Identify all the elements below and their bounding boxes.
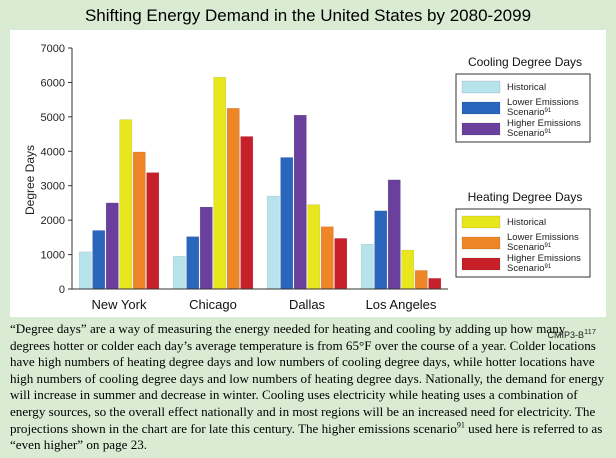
y-tick-label: 5000 xyxy=(41,112,65,124)
y-tick-label: 2000 xyxy=(41,215,65,227)
bar xyxy=(307,204,321,290)
y-axis-label: Degree Days xyxy=(23,145,37,215)
credit-text: CMIP3-B xyxy=(547,330,585,340)
y-axis: 0 1000 2000 3000 4000 5000 6000 7000 xyxy=(41,43,73,296)
legend-title: Cooling Degree Days xyxy=(468,55,582,69)
bar xyxy=(240,136,254,290)
bar xyxy=(226,108,240,290)
x-axis: New York Chicago Dallas Los Angeles xyxy=(72,288,448,312)
bar-chart: 0 1000 2000 3000 4000 5000 6000 7000 New York Ch… xyxy=(23,43,591,312)
legend-label: Higher Emissions Scenario91 xyxy=(507,253,581,274)
bar xyxy=(280,157,294,290)
legend-swatch xyxy=(461,101,501,115)
bar xyxy=(132,151,146,290)
bar xyxy=(320,226,334,290)
legends: Cooling Degree Days Historical Lower Emiss… xyxy=(455,55,591,278)
caption-text: “Degree days” are a way of measuring the… xyxy=(10,321,605,436)
bar xyxy=(92,230,106,290)
legend-swatch xyxy=(461,80,501,94)
y-tick-label: 7000 xyxy=(41,43,65,55)
y-tick-label: 1000 xyxy=(41,250,65,262)
bar xyxy=(199,206,213,290)
bar xyxy=(360,243,374,290)
bar xyxy=(428,278,442,290)
bar xyxy=(78,251,92,290)
chart-title: Shifting Energy Demand in the United Sta… xyxy=(84,6,532,25)
legend-swatch xyxy=(461,236,501,250)
y-tick-label: 4000 xyxy=(41,146,65,158)
source-credit: CMIP3-B117 xyxy=(548,327,596,340)
bar xyxy=(266,195,280,290)
y-tick-label: 3000 xyxy=(41,181,65,193)
x-tick-label: Chicago xyxy=(189,297,237,312)
legend-swatch xyxy=(461,215,501,229)
legend-swatch xyxy=(461,257,501,271)
x-tick-label: New York xyxy=(92,297,147,312)
y-tick-label: 6000 xyxy=(41,77,65,89)
legend-label: Lower Emissions Scenario91 xyxy=(507,232,579,253)
chart-panel: 0 1000 2000 3000 4000 5000 6000 7000 New York Ch… xyxy=(10,30,606,340)
legend-label: Historical xyxy=(507,217,546,228)
bar xyxy=(186,236,200,290)
credit-sup: 117 xyxy=(584,327,596,336)
bar-series xyxy=(78,77,442,290)
bar xyxy=(387,179,401,290)
bar xyxy=(414,270,428,290)
bar xyxy=(119,119,133,290)
y-tick-label: 0 xyxy=(59,284,65,296)
legend-label: Historical xyxy=(507,82,546,93)
legend-swatch xyxy=(461,122,501,136)
bar xyxy=(172,256,186,290)
legend-label: Lower Emissions Scenario91 xyxy=(507,97,579,118)
bar xyxy=(293,114,307,290)
bar xyxy=(146,172,160,290)
bar xyxy=(374,210,388,290)
bar xyxy=(334,238,348,290)
legend-label: Higher Emissions Scenario91 xyxy=(507,118,581,139)
caption-text-end: used here is referred to as “even higher… xyxy=(10,420,603,453)
bar xyxy=(105,202,119,290)
caption: “Degree days” are a way of measuring the… xyxy=(10,321,606,454)
legend-title: Heating Degree Days xyxy=(468,190,583,204)
x-tick-label: Los Angeles xyxy=(366,297,437,312)
caption-sup: 91 xyxy=(456,420,465,430)
bar xyxy=(213,77,227,290)
bar xyxy=(401,249,415,290)
x-tick-label: Dallas xyxy=(289,297,326,312)
